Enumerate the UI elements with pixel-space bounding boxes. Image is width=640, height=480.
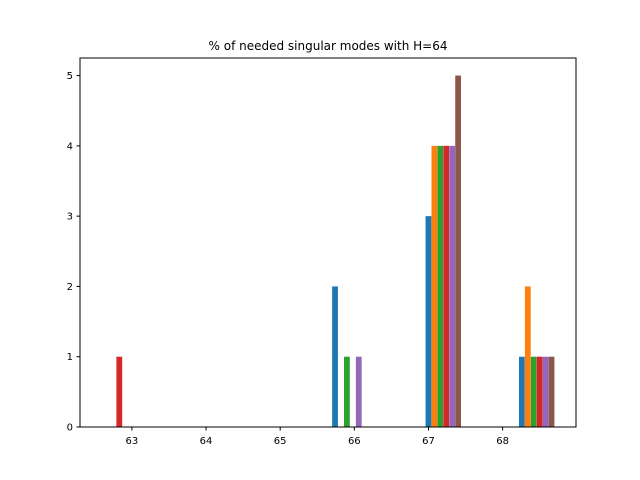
y-tick-label: 3 [67, 212, 73, 223]
bar-series-6-1 [455, 75, 462, 427]
chart-title: % of needed singular modes with H=64 [209, 39, 448, 53]
bar-series-5-3 [542, 356, 549, 427]
bar-series-4-1 [116, 356, 123, 427]
y-tick-label: 5 [67, 71, 73, 82]
x-axis: 63 64 65 66 67 68 [126, 427, 509, 447]
bar-series-1-1 [332, 286, 338, 427]
bar-series-3-1 [344, 356, 350, 427]
y-axis: 0 1 2 3 4 5 [67, 71, 80, 434]
bar-series-1-3 [518, 356, 525, 427]
x-tick-label: 63 [126, 436, 139, 447]
x-tick-label: 68 [496, 436, 509, 447]
bar-series-1-2 [425, 216, 432, 427]
x-tick-label: 66 [348, 436, 361, 447]
y-tick-label: 1 [67, 352, 73, 363]
bar-series-5-1 [355, 356, 362, 427]
bar-series-2-2 [524, 286, 531, 427]
x-tick-label: 64 [200, 436, 213, 447]
plot-frame [79, 57, 577, 428]
bar-series-5-2 [449, 145, 456, 428]
bar-series-4-3 [536, 356, 543, 427]
y-tick-label: 2 [67, 282, 73, 293]
bar-series-3-3 [530, 356, 537, 427]
bar-series-3-2 [437, 145, 444, 428]
bar-series-6-2 [548, 356, 555, 427]
bars-layer [116, 75, 555, 428]
x-tick-label: 67 [422, 436, 435, 447]
bar-series-2-1 [431, 145, 438, 428]
bar-series-4-2 [443, 145, 450, 428]
y-tick-label: 0 [67, 423, 73, 434]
y-tick-label: 4 [67, 141, 73, 152]
x-tick-label: 65 [274, 436, 287, 447]
